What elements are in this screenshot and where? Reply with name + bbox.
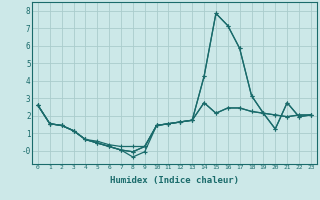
X-axis label: Humidex (Indice chaleur): Humidex (Indice chaleur) [110, 176, 239, 185]
